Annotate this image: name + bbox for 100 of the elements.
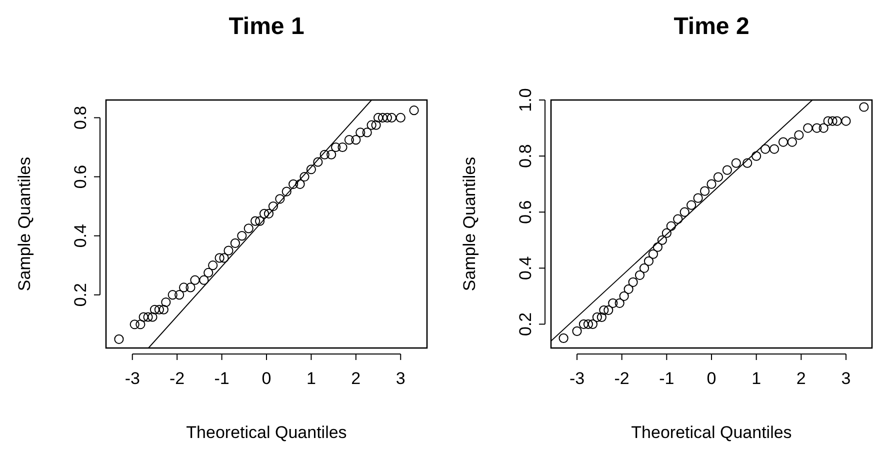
point [254,216,265,226]
point [282,186,292,196]
point [628,277,638,287]
point [572,326,582,336]
point [828,116,838,126]
point [219,253,229,263]
point [592,312,602,322]
point [803,123,813,133]
point [154,304,164,314]
point [114,334,124,344]
x-tick-label: 3 [396,369,406,388]
point [161,297,171,308]
y-axis-title: Sample Quantiles [15,156,34,292]
point [713,172,724,182]
point [143,312,153,322]
point [230,238,240,248]
y-tick-label: 0.6 [516,200,535,224]
y-tick-label: 0.4 [516,256,535,280]
point [371,120,381,130]
point [158,304,168,314]
x-tick-label: 3 [841,369,851,388]
x-tick-label: 0 [706,369,716,388]
point [644,256,654,266]
point [378,112,388,123]
point [295,179,305,189]
point [680,207,690,217]
point [794,130,804,140]
point [673,214,683,224]
point [313,157,323,167]
point [250,216,260,226]
point [812,123,822,133]
point [652,242,662,252]
point [264,208,274,218]
point [259,208,270,218]
point [700,186,710,196]
point [614,298,624,308]
point [320,150,330,160]
point [769,144,780,154]
point [648,249,658,259]
point [275,194,285,204]
point [396,112,406,123]
y-tick-label: 0.6 [71,164,90,189]
point [214,253,224,263]
point [662,228,672,238]
y-tick-label: 0.4 [71,224,90,248]
point [344,135,354,145]
point [666,221,676,231]
point [604,305,614,315]
point [204,268,214,278]
x-tick-label: 2 [351,369,361,388]
point [760,144,770,154]
x-tick-label: -2 [614,369,630,388]
chart-title: Time 2 [674,13,750,40]
point [351,135,361,145]
point [386,112,396,123]
point [268,201,278,212]
y-tick-label: 0.2 [516,312,535,336]
point [186,282,196,292]
x-tick-label: -1 [659,369,674,388]
point [706,179,716,189]
point [288,179,298,189]
x-tick-label: 1 [752,369,762,388]
y-axis-title: Sample Quantiles [460,156,479,292]
point [823,116,833,126]
point [237,231,247,241]
x-axis-title: Theoretical Quantiles [186,423,347,442]
point [624,284,634,294]
point [693,193,703,203]
y-tick-label: 0.8 [71,106,90,130]
point [130,320,140,330]
point [244,224,254,234]
point [208,260,218,270]
x-tick-label: -1 [214,369,230,388]
point [138,312,148,322]
y-tick-label: 1.0 [516,88,535,112]
point [583,319,594,329]
x-tick-label: 1 [306,369,316,388]
point [859,102,869,112]
point [578,319,589,329]
point [731,158,741,168]
point [722,165,732,175]
x-tick-label: 2 [796,369,806,388]
point [608,298,618,308]
point [178,282,189,292]
point [174,290,184,300]
point [588,319,598,329]
x-tick-label: 0 [262,369,272,388]
point [150,304,160,314]
point [409,106,419,116]
point [634,270,645,280]
point [224,246,234,256]
x-tick-label: -3 [569,369,585,388]
point [832,116,842,126]
point [686,200,696,210]
point [366,120,376,130]
point [199,275,209,285]
y-tick-label: 0.8 [516,144,535,168]
point [300,172,310,182]
point [338,142,348,152]
point [599,305,609,315]
